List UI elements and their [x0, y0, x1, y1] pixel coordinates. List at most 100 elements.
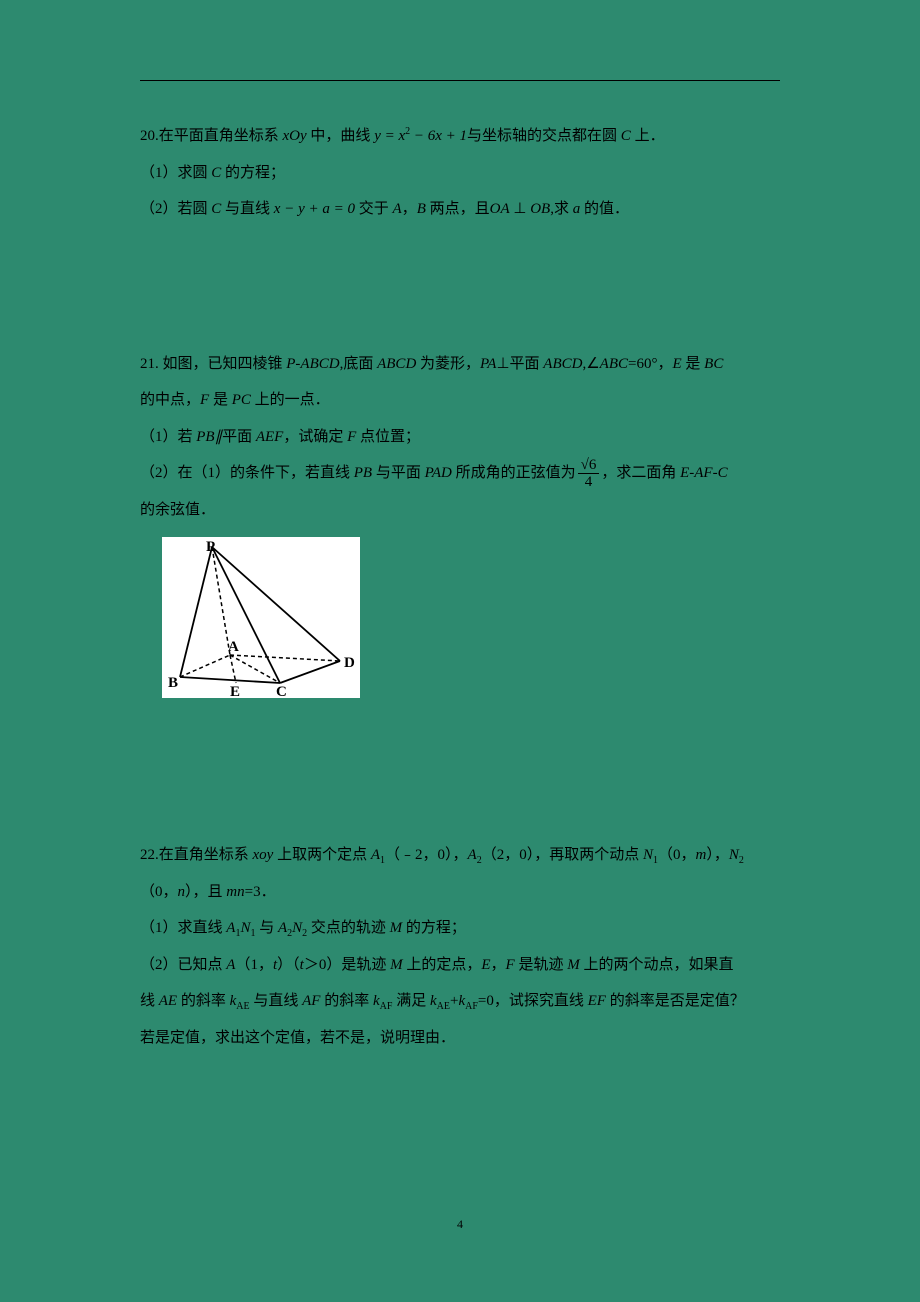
label-D: D: [344, 655, 355, 671]
t: 线: [140, 993, 159, 1009]
t: P-ABCD: [286, 356, 339, 372]
p20-line1: 20.在平面直角坐标系 xOy 中，曲线 y = x2 − 6x + 1与坐标轴…: [140, 119, 780, 154]
t: ⊥: [510, 201, 531, 217]
t: N: [292, 920, 302, 936]
t: 2: [739, 855, 744, 866]
pyramid-figure: P A B C D E: [162, 537, 360, 698]
t: （﹣2，0），: [385, 847, 468, 863]
t: PAD: [425, 465, 452, 481]
t: F: [347, 429, 356, 445]
t: 的斜率是否是定值？: [606, 993, 745, 1009]
t: xOy: [283, 128, 307, 144]
t: M: [567, 957, 580, 973]
p22-line3: （1）求直线 A1N1 与 A2N2 交点的轨迹 M 的方程；: [140, 911, 780, 946]
p21-figure-container: P A B C D E: [162, 537, 780, 698]
t: =0，试探究直线: [478, 993, 588, 1009]
t: 交点的轨迹: [307, 920, 390, 936]
t: PB∥: [196, 429, 222, 445]
t: xoy: [253, 847, 274, 863]
t: 与坐标轴的交点都在圆: [467, 128, 621, 144]
t: AE: [437, 1001, 450, 1012]
t: BC: [704, 356, 723, 372]
t: 与平面: [372, 465, 425, 481]
header-rule: [140, 80, 780, 81]
t: 的斜率: [177, 993, 230, 1009]
t: 上的一点．: [251, 392, 330, 408]
t: 在平面直角坐标系: [159, 128, 283, 144]
t: ,求: [550, 201, 573, 217]
t: AF: [380, 1001, 393, 1012]
t: F: [200, 392, 209, 408]
t: k: [430, 993, 437, 1009]
t: ，试确定: [283, 429, 347, 445]
t: N: [240, 920, 250, 936]
t: （0，: [658, 847, 696, 863]
page: 20.在平面直角坐标系 xOy 中，曲线 y = x2 − 6x + 1与坐标轴…: [0, 0, 920, 1302]
t: ⊥平面: [496, 356, 543, 372]
t: 是: [209, 392, 232, 408]
t: （2，0），再取两个动点: [482, 847, 643, 863]
p21-line2: 的中点，F 是 PC 上的一点．: [140, 383, 780, 418]
t: ABCD: [543, 356, 582, 372]
p21-line3: （1）若 PB∥平面 AEF，试确定 F 点位置；: [140, 420, 780, 455]
t: ，: [402, 201, 417, 217]
t: ）（: [277, 957, 300, 973]
t: AF: [302, 993, 320, 1009]
t: （0，: [140, 884, 178, 900]
t: PA: [480, 356, 496, 372]
t: 与直线: [250, 993, 303, 1009]
p20-num: 20.: [140, 128, 159, 144]
t: 的余弦值．: [140, 502, 215, 518]
t: OA: [490, 201, 510, 217]
p22-line1: 22.在直角坐标系 xoy 上取两个定点 A1（﹣2，0），A2（2，0），再取…: [140, 838, 780, 873]
t: 上．: [631, 128, 665, 144]
label-B: B: [168, 675, 178, 691]
t: 为菱形，: [416, 356, 480, 372]
t: （1）求直线: [140, 920, 226, 936]
p21-line1: 21. 如图，已知四棱锥 P-ABCD,底面 ABCD 为菱形，PA⊥平面 AB…: [140, 347, 780, 382]
p20-line2: （1）求圆 C 的方程；: [140, 156, 780, 191]
t: （2）在（1）的条件下，若直线: [140, 465, 354, 481]
t: 与直线: [221, 201, 270, 217]
t: ABCD: [377, 356, 416, 372]
t: PB: [354, 465, 372, 481]
problem-21: 21. 如图，已知四棱锥 P-ABCD,底面 ABCD 为菱形，PA⊥平面 AB…: [140, 347, 780, 699]
t: 的值．: [580, 201, 629, 217]
p20-line3: （2）若圆 C 与直线 x − y + a = 0 交于 A，B 两点，且OA …: [140, 192, 780, 227]
t: 中，曲线: [307, 128, 375, 144]
p21-line5: 的余弦值．: [140, 493, 780, 528]
t: ，: [491, 957, 506, 973]
t: 满足: [392, 993, 430, 1009]
t: AEF: [256, 429, 284, 445]
p22-line4: （2）已知点 A（1，t）（t＞0）是轨迹 M 上的定点，E，F 是轨迹 M 上…: [140, 948, 780, 983]
t: 的斜率: [320, 993, 373, 1009]
t: E: [481, 957, 490, 973]
t: ，求二面角: [601, 465, 680, 481]
p20-eq2: x − y + a = 0: [270, 201, 359, 217]
t: （1）求圆: [140, 165, 211, 181]
t: A: [371, 847, 380, 863]
t: 是轨迹: [515, 957, 568, 973]
t: E: [672, 356, 681, 372]
t: m: [696, 847, 707, 863]
label-A: A: [228, 639, 239, 655]
t: C: [211, 165, 221, 181]
t: 上的定点，: [403, 957, 482, 973]
problem-22: 22.在直角坐标系 xoy 上取两个定点 A1（﹣2，0），A2（2，0），再取…: [140, 838, 780, 1055]
t: N: [729, 847, 739, 863]
p22-line6: 若是定值，求出这个定值，若不是，说明理由．: [140, 1021, 780, 1056]
t: ABC: [600, 356, 628, 372]
t: ），: [706, 847, 729, 863]
label-P: P: [206, 539, 215, 555]
t: 交于: [359, 201, 393, 217]
t: F: [506, 957, 515, 973]
p20-eq1: y = x2 − 6x + 1: [374, 128, 467, 144]
t: 点位置；: [356, 429, 420, 445]
t: AF: [465, 1001, 478, 1012]
t: ），且: [185, 884, 226, 900]
t: EF: [588, 993, 606, 1009]
t: AE: [159, 993, 177, 1009]
t: 所成角的正弦值为: [452, 465, 576, 481]
t: k: [373, 993, 380, 1009]
label-C: C: [276, 684, 287, 698]
